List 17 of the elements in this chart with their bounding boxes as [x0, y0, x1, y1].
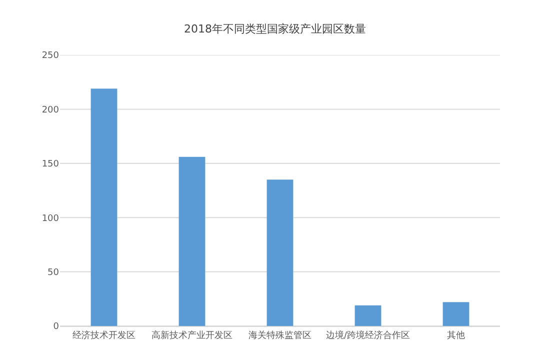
x-tick-label: 高新技术产业开发区: [152, 330, 232, 341]
y-tick-label: 100: [42, 214, 60, 224]
y-tick-label: 200: [42, 105, 60, 116]
bar: [442, 302, 470, 326]
bar: [266, 180, 294, 326]
x-tick-label: 海关特殊监管区: [248, 330, 312, 341]
bar: [90, 88, 118, 326]
x-tick-label: 其他: [447, 330, 465, 341]
y-tick-label: 150: [42, 160, 60, 170]
bar: [178, 156, 206, 326]
y-tick-label: 0: [53, 322, 60, 332]
y-tick-label: 50: [48, 268, 60, 278]
x-tick-label: 边境/跨境经济合作区: [326, 330, 410, 341]
x-tick-label: 经济技术开发区: [72, 330, 136, 341]
chart-title: 2018年不同类型国家级产业园区数量: [184, 22, 366, 36]
bar: [354, 305, 382, 326]
y-tick-label: 250: [42, 51, 60, 62]
